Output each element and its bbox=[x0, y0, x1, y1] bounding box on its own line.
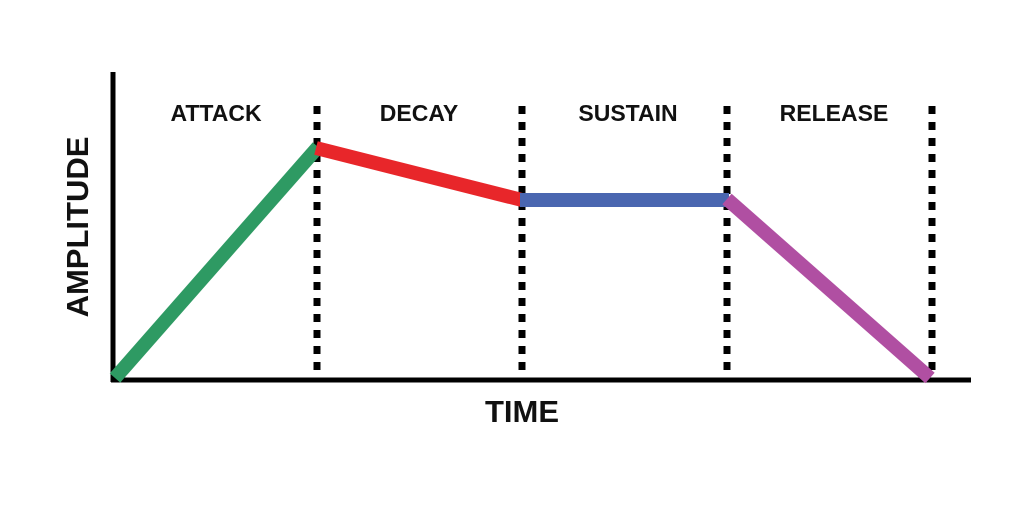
decay-segment bbox=[314, 141, 524, 207]
phase-label: DECAY bbox=[380, 100, 458, 126]
y-axis-label: AMPLITUDE bbox=[60, 137, 95, 318]
phase-label: SUSTAIN bbox=[578, 100, 677, 126]
x-axis-label: TIME bbox=[485, 394, 559, 429]
phase-label: ATTACK bbox=[170, 100, 262, 126]
phase-label: RELEASE bbox=[780, 100, 889, 126]
attack-segment bbox=[109, 142, 324, 383]
release-segment bbox=[722, 193, 935, 384]
